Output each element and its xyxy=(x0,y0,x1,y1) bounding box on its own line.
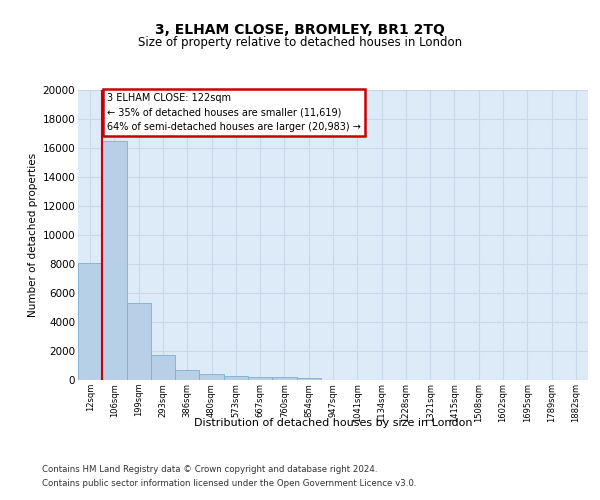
Text: 3 ELHAM CLOSE: 122sqm
← 35% of detached houses are smaller (11,619)
64% of semi-: 3 ELHAM CLOSE: 122sqm ← 35% of detached … xyxy=(107,93,361,132)
Bar xyxy=(127,303,151,380)
Text: Contains public sector information licensed under the Open Government Licence v3: Contains public sector information licen… xyxy=(42,479,416,488)
Bar xyxy=(272,377,296,380)
Bar xyxy=(248,377,272,380)
Bar xyxy=(296,378,321,380)
Bar xyxy=(175,370,199,380)
Y-axis label: Number of detached properties: Number of detached properties xyxy=(28,153,38,317)
Text: Contains HM Land Registry data © Crown copyright and database right 2024.: Contains HM Land Registry data © Crown c… xyxy=(42,466,377,474)
Text: Distribution of detached houses by size in London: Distribution of detached houses by size … xyxy=(194,418,472,428)
Text: 3, ELHAM CLOSE, BROMLEY, BR1 2TQ: 3, ELHAM CLOSE, BROMLEY, BR1 2TQ xyxy=(155,22,445,36)
Bar xyxy=(199,374,224,380)
Bar xyxy=(102,141,127,380)
Bar xyxy=(78,262,102,380)
Bar xyxy=(224,376,248,380)
Bar xyxy=(151,354,175,380)
Text: Size of property relative to detached houses in London: Size of property relative to detached ho… xyxy=(138,36,462,49)
